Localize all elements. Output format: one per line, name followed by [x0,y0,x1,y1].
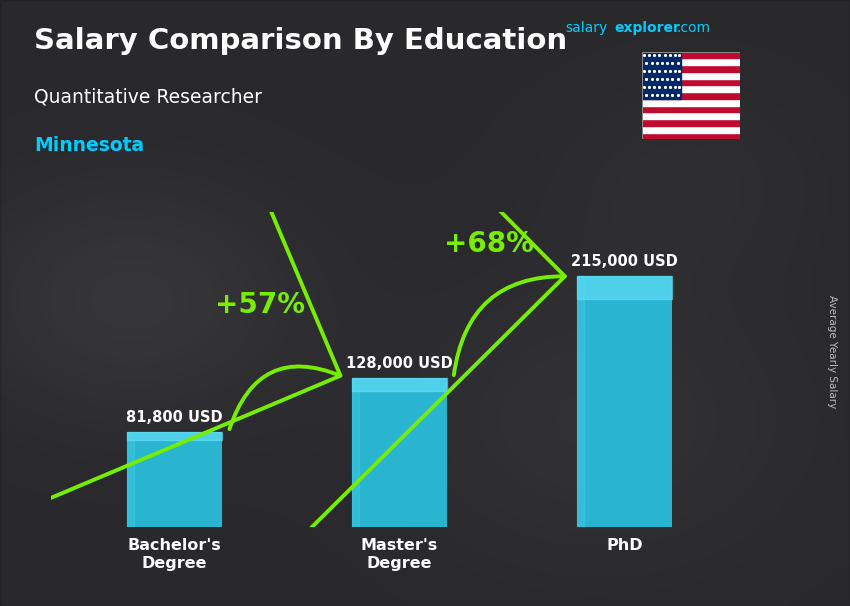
Bar [642,52,681,99]
FancyArrowPatch shape [0,0,341,544]
Bar [577,276,584,527]
Bar [642,58,740,65]
Text: salary: salary [565,21,608,35]
Text: explorer: explorer [615,21,680,35]
Bar [352,378,359,527]
Bar [128,431,222,527]
Bar [642,99,740,105]
Bar [642,72,740,79]
Text: +57%: +57% [215,291,305,319]
Bar [128,431,222,441]
Text: +68%: +68% [445,230,535,258]
Bar [642,119,740,126]
Text: .com: .com [677,21,711,35]
Bar [577,276,672,527]
Bar [642,85,740,92]
Text: 81,800 USD: 81,800 USD [127,410,223,425]
Text: Average Yearly Salary: Average Yearly Salary [827,295,837,408]
Bar [642,112,740,119]
Bar [642,79,740,85]
Bar [128,431,134,527]
Bar [642,133,740,139]
Bar [642,52,740,58]
Bar [642,92,740,99]
Bar [352,378,447,391]
Bar [642,105,740,112]
Text: Quantitative Researcher: Quantitative Researcher [34,88,262,107]
Text: 128,000 USD: 128,000 USD [346,356,453,371]
Bar [642,65,740,72]
Bar [577,276,672,299]
Bar [352,378,447,527]
FancyArrowPatch shape [258,0,565,581]
Text: Minnesota: Minnesota [34,136,144,155]
Text: Salary Comparison By Education: Salary Comparison By Education [34,27,567,55]
Bar [642,126,740,133]
Text: 215,000 USD: 215,000 USD [571,255,677,269]
